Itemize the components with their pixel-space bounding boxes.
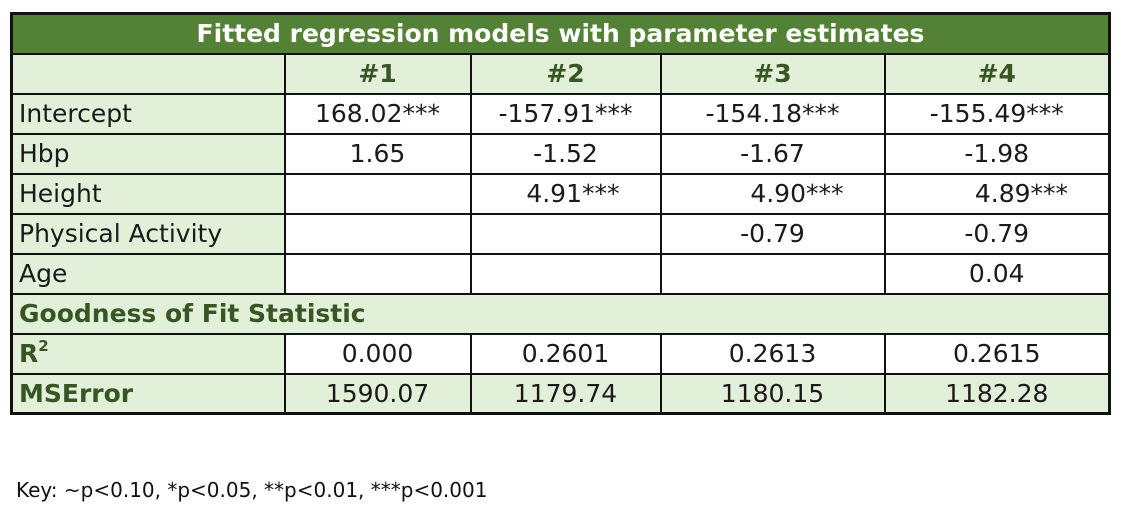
model-header: #3 [659, 52, 886, 95]
r-squared-label: R [19, 339, 39, 368]
table-title: Fitted regression models with parameter … [10, 12, 1111, 55]
estimate-cell [283, 212, 472, 255]
title-row: Fitted regression models with parameter … [10, 12, 1111, 55]
superscript: 2 [38, 337, 49, 355]
estimate-cell: 1.65 [283, 132, 472, 175]
row-label: R2 [10, 332, 286, 375]
gof-cell: 1180.15 [659, 372, 886, 415]
table-row: R2 0.000 0.2601 0.2613 0.2615 [10, 332, 1111, 375]
estimate-cell [283, 172, 472, 215]
header-blank-cell [10, 52, 286, 95]
estimate-cell [469, 252, 662, 295]
gof-section-row: Goodness of Fit Statistic [10, 292, 1111, 335]
estimate-cell [469, 212, 662, 255]
model-header: #1 [283, 52, 472, 95]
model-header: #4 [883, 52, 1111, 95]
table-row: Age 0.04 [10, 252, 1111, 295]
row-label: MSError [10, 372, 286, 415]
estimate-cell: 0.04 [883, 252, 1111, 295]
gof-cell: 0.2615 [883, 332, 1111, 375]
gof-section-heading: Goodness of Fit Statistic [10, 292, 1111, 335]
estimate-cell: -157.91*** [469, 92, 662, 135]
model-header: #2 [469, 52, 662, 95]
row-label: Height [10, 172, 286, 215]
gof-cell: 1590.07 [283, 372, 472, 415]
row-label: Age [10, 252, 286, 295]
table-row: MSError 1590.07 1179.74 1180.15 1182.28 [10, 372, 1111, 415]
gof-cell: 1182.28 [883, 372, 1111, 415]
estimate-cell: -1.67 [659, 132, 886, 175]
gof-cell: 1179.74 [469, 372, 662, 415]
gof-cell: 0.2613 [659, 332, 886, 375]
row-label: Hbp [10, 132, 286, 175]
estimate-cell: 4.90*** [659, 172, 886, 215]
table-row: Height 4.91*** 4.90*** 4.89*** [10, 172, 1111, 215]
estimate-cell [283, 252, 472, 295]
estimate-cell: -1.98 [883, 132, 1111, 175]
table-row: Physical Activity -0.79 -0.79 [10, 212, 1111, 255]
table-row: Hbp 1.65 -1.52 -1.67 -1.98 [10, 132, 1111, 175]
row-label: Intercept [10, 92, 286, 135]
estimate-cell: -1.52 [469, 132, 662, 175]
estimate-cell: 168.02*** [283, 92, 472, 135]
estimate-cell: -154.18*** [659, 92, 886, 135]
row-label: Physical Activity [10, 212, 286, 255]
estimate-cell: -155.49*** [883, 92, 1111, 135]
significance-key: Key: ~p<0.10, *p<0.05, **p<0.01, ***p<0.… [16, 478, 488, 502]
gof-cell: 0.000 [283, 332, 472, 375]
estimate-cell [659, 252, 886, 295]
estimate-cell: 4.89*** [883, 172, 1111, 215]
model-header-row: #1 #2 #3 #4 [10, 52, 1111, 95]
estimate-cell: 4.91*** [469, 172, 662, 215]
table-row: Intercept 168.02*** -157.91*** -154.18**… [10, 92, 1111, 135]
gof-cell: 0.2601 [469, 332, 662, 375]
estimate-cell: -0.79 [883, 212, 1111, 255]
estimate-cell: -0.79 [659, 212, 886, 255]
regression-table: Fitted regression models with parameter … [10, 12, 1112, 415]
